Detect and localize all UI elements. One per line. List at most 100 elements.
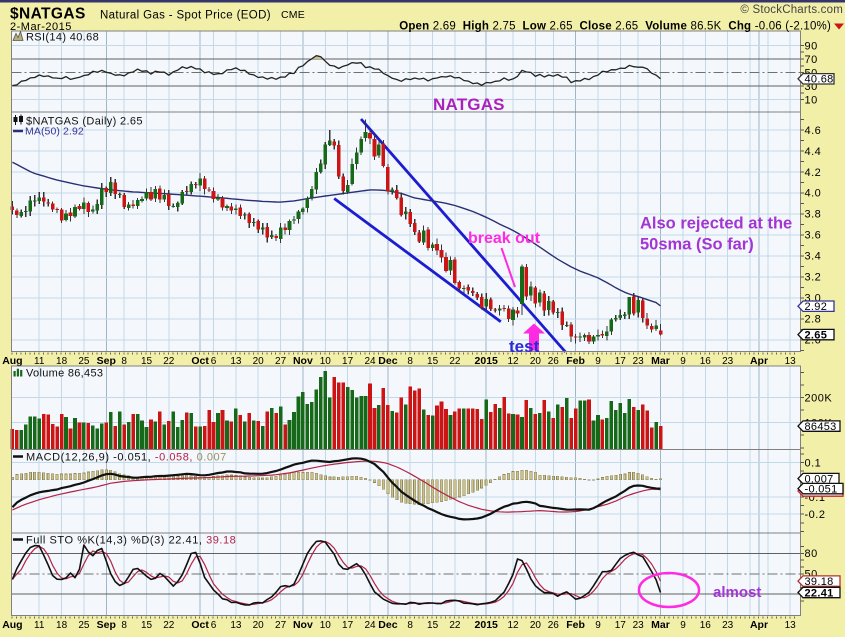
svg-text:2015: 2015 — [475, 619, 499, 631]
svg-text:200K: 200K — [805, 392, 833, 404]
svg-text:16: 16 — [700, 356, 712, 367]
svg-text:Aug: Aug — [2, 619, 22, 631]
svg-text:4.2: 4.2 — [805, 167, 822, 179]
svg-text:9: 9 — [595, 620, 601, 631]
svg-text:24: 24 — [364, 356, 376, 367]
svg-text:23: 23 — [722, 620, 734, 631]
svg-text:4.0: 4.0 — [805, 188, 822, 200]
svg-text:17: 17 — [615, 356, 627, 367]
svg-text:22: 22 — [449, 620, 461, 631]
svg-text:26: 26 — [548, 620, 560, 631]
svg-text:Sep: Sep — [97, 619, 116, 631]
svg-text:3.8: 3.8 — [805, 209, 822, 221]
svg-text:25: 25 — [78, 356, 90, 367]
svg-text:Sep: Sep — [97, 355, 116, 367]
svg-text:Volume 86,453: Volume 86,453 — [26, 368, 103, 380]
svg-text:break out: break out — [468, 230, 541, 247]
svg-text:17: 17 — [615, 620, 627, 631]
svg-text:3.6: 3.6 — [805, 230, 822, 242]
svg-text:MA(50) 2.92: MA(50) 2.92 — [25, 126, 84, 138]
svg-text:Also rejected at the: Also rejected at the — [640, 215, 792, 233]
svg-text:0.1: 0.1 — [805, 457, 822, 469]
svg-text:40.68: 40.68 — [805, 74, 834, 86]
svg-text:26: 26 — [548, 356, 560, 367]
svg-text:9: 9 — [595, 356, 601, 367]
svg-text:Dec: Dec — [378, 619, 397, 631]
svg-text:39.18: 39.18 — [805, 576, 834, 588]
svg-text:RSI(14) 40.68: RSI(14) 40.68 — [26, 32, 99, 44]
svg-text:70: 70 — [805, 54, 818, 66]
svg-text:15: 15 — [427, 620, 439, 631]
svg-text:86453: 86453 — [805, 421, 837, 433]
svg-text:9: 9 — [680, 620, 686, 631]
svg-text:Apr: Apr — [750, 619, 768, 631]
svg-text:12: 12 — [507, 356, 519, 367]
svg-text:4.6: 4.6 — [805, 125, 822, 137]
svg-text:13: 13 — [230, 620, 242, 631]
svg-text:8: 8 — [407, 356, 413, 367]
svg-text:Nov: Nov — [293, 619, 313, 631]
svg-text:10: 10 — [320, 356, 332, 367]
svg-text:90: 90 — [805, 40, 818, 52]
svg-text:CME: CME — [281, 9, 305, 21]
svg-text:12: 12 — [507, 620, 519, 631]
svg-text:20: 20 — [530, 620, 542, 631]
svg-text:Mar: Mar — [651, 619, 670, 631]
svg-text:11: 11 — [34, 620, 45, 631]
svg-text:8: 8 — [121, 356, 127, 367]
svg-text:8: 8 — [121, 620, 127, 631]
svg-text:15: 15 — [141, 620, 153, 631]
svg-text:NATGAS: NATGAS — [433, 95, 505, 114]
svg-text:Full STO %K(14,3) %D(3) 22.41,: Full STO %K(14,3) %D(3) 22.41, 39.18 — [26, 535, 236, 547]
svg-text:Feb: Feb — [566, 619, 585, 631]
svg-text:23: 23 — [633, 356, 645, 367]
svg-text:20: 20 — [253, 356, 265, 367]
svg-text:6: 6 — [211, 620, 217, 631]
svg-text:13: 13 — [230, 356, 242, 367]
svg-text:6: 6 — [211, 356, 217, 367]
svg-text:10: 10 — [320, 620, 332, 631]
svg-text:3.4: 3.4 — [805, 251, 822, 263]
svg-text:18: 18 — [56, 356, 68, 367]
svg-text:2.65: 2.65 — [805, 330, 828, 342]
svg-text:22.41: 22.41 — [805, 587, 834, 599]
svg-text:Mar: Mar — [651, 355, 670, 367]
svg-text:18: 18 — [56, 620, 68, 631]
svg-text:-0.051: -0.051 — [805, 484, 838, 496]
svg-text:13: 13 — [785, 356, 797, 367]
svg-text:2015: 2015 — [475, 355, 499, 367]
svg-text:Feb: Feb — [566, 355, 585, 367]
svg-text:Natural Gas - Spot Price (EOD): Natural Gas - Spot Price (EOD) — [100, 10, 271, 22]
svg-text:27: 27 — [275, 620, 287, 631]
svg-text:22: 22 — [449, 356, 461, 367]
svg-text:23: 23 — [722, 356, 734, 367]
svg-text:2.8: 2.8 — [805, 314, 822, 326]
svg-text:22: 22 — [163, 356, 175, 367]
svg-text:17: 17 — [342, 620, 354, 631]
svg-text:MACD(12,26,9) -0.051, -0.058,: MACD(12,26,9) -0.051, -0.058, 0.007 — [26, 452, 227, 464]
svg-text:-0.2: -0.2 — [805, 509, 826, 521]
svg-text:22: 22 — [163, 620, 175, 631]
svg-text:17: 17 — [342, 356, 354, 367]
svg-text:Oct: Oct — [191, 619, 209, 631]
svg-text:Dec: Dec — [378, 355, 397, 367]
svg-text:Aug: Aug — [2, 355, 22, 367]
svg-text:9: 9 — [680, 356, 686, 367]
svg-text:27: 27 — [275, 356, 287, 367]
svg-text:8: 8 — [407, 620, 413, 631]
svg-text:24: 24 — [364, 620, 376, 631]
svg-text:Open 2.69 High 2.75 Low 2.65: Open 2.69 High 2.75 Low 2.65 Close 2.65 … — [399, 21, 831, 33]
svg-text:3.2: 3.2 — [805, 272, 822, 284]
svg-text:15: 15 — [141, 356, 153, 367]
svg-text:16: 16 — [700, 620, 712, 631]
svg-text:23: 23 — [633, 620, 645, 631]
svg-text:10: 10 — [805, 94, 818, 106]
svg-text:20: 20 — [253, 620, 265, 631]
svg-text:$NATGAS: $NATGAS — [10, 6, 86, 23]
svg-text:Oct: Oct — [191, 355, 209, 367]
svg-text:2-Mar-2015: 2-Mar-2015 — [10, 21, 72, 33]
svg-text:2.92: 2.92 — [805, 301, 828, 313]
svg-text:15: 15 — [427, 356, 439, 367]
svg-text:© StockCharts.com: © StockCharts.com — [740, 4, 843, 16]
svg-text:4.4: 4.4 — [805, 146, 822, 158]
